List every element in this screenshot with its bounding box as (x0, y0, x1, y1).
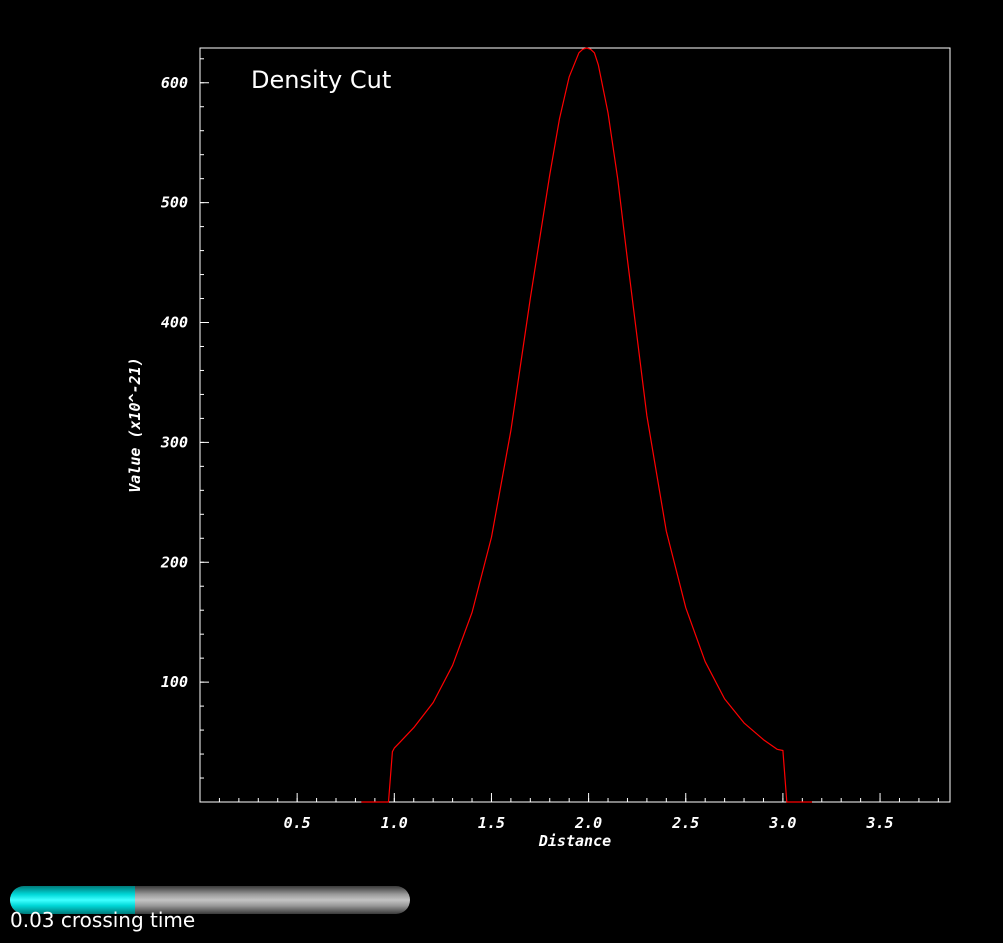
time-progress-fill (10, 886, 135, 914)
y-tick-label: 500 (161, 194, 188, 212)
series-layer (361, 47, 812, 803)
y-axis-ticks: 100 200 300 400 500 600 (160, 74, 209, 691)
time-progress-bar (10, 886, 410, 914)
x-tick-label: 1.0 (381, 814, 408, 832)
x-tick-label: 2.5 (671, 814, 699, 832)
density-chart: 0.5 1.0 1.5 2.0 2.5 3.0 3.5 100 200 300 400 500 600… (126, 47, 951, 850)
x-axis-ticks: 0.5 1.0 1.5 2.0 2.5 3.0 3.5 (284, 793, 894, 832)
x-tick-label: 1.5 (478, 814, 505, 832)
time-progress-label: 0.03 crossing time (10, 908, 196, 932)
minor-ticks (200, 58, 939, 802)
x-tick-label: 0.5 (284, 814, 311, 832)
y-axis-title: Value (x10^-21) (126, 357, 144, 492)
y-tick-label: 300 (160, 433, 188, 451)
x-axis-title: Distance (538, 832, 611, 850)
x-tick-label: 2.0 (574, 814, 602, 832)
plot-frame (199, 47, 951, 803)
y-tick-label: 200 (160, 553, 188, 571)
x-tick-label: 3.0 (768, 814, 796, 832)
density-series-line (361, 47, 812, 803)
chart-title: Density Cut (251, 66, 391, 94)
x-tick-label: 3.5 (866, 814, 894, 832)
y-tick-label: 600 (161, 74, 188, 92)
y-tick-label: 400 (161, 314, 188, 332)
y-tick-label: 100 (161, 673, 188, 691)
